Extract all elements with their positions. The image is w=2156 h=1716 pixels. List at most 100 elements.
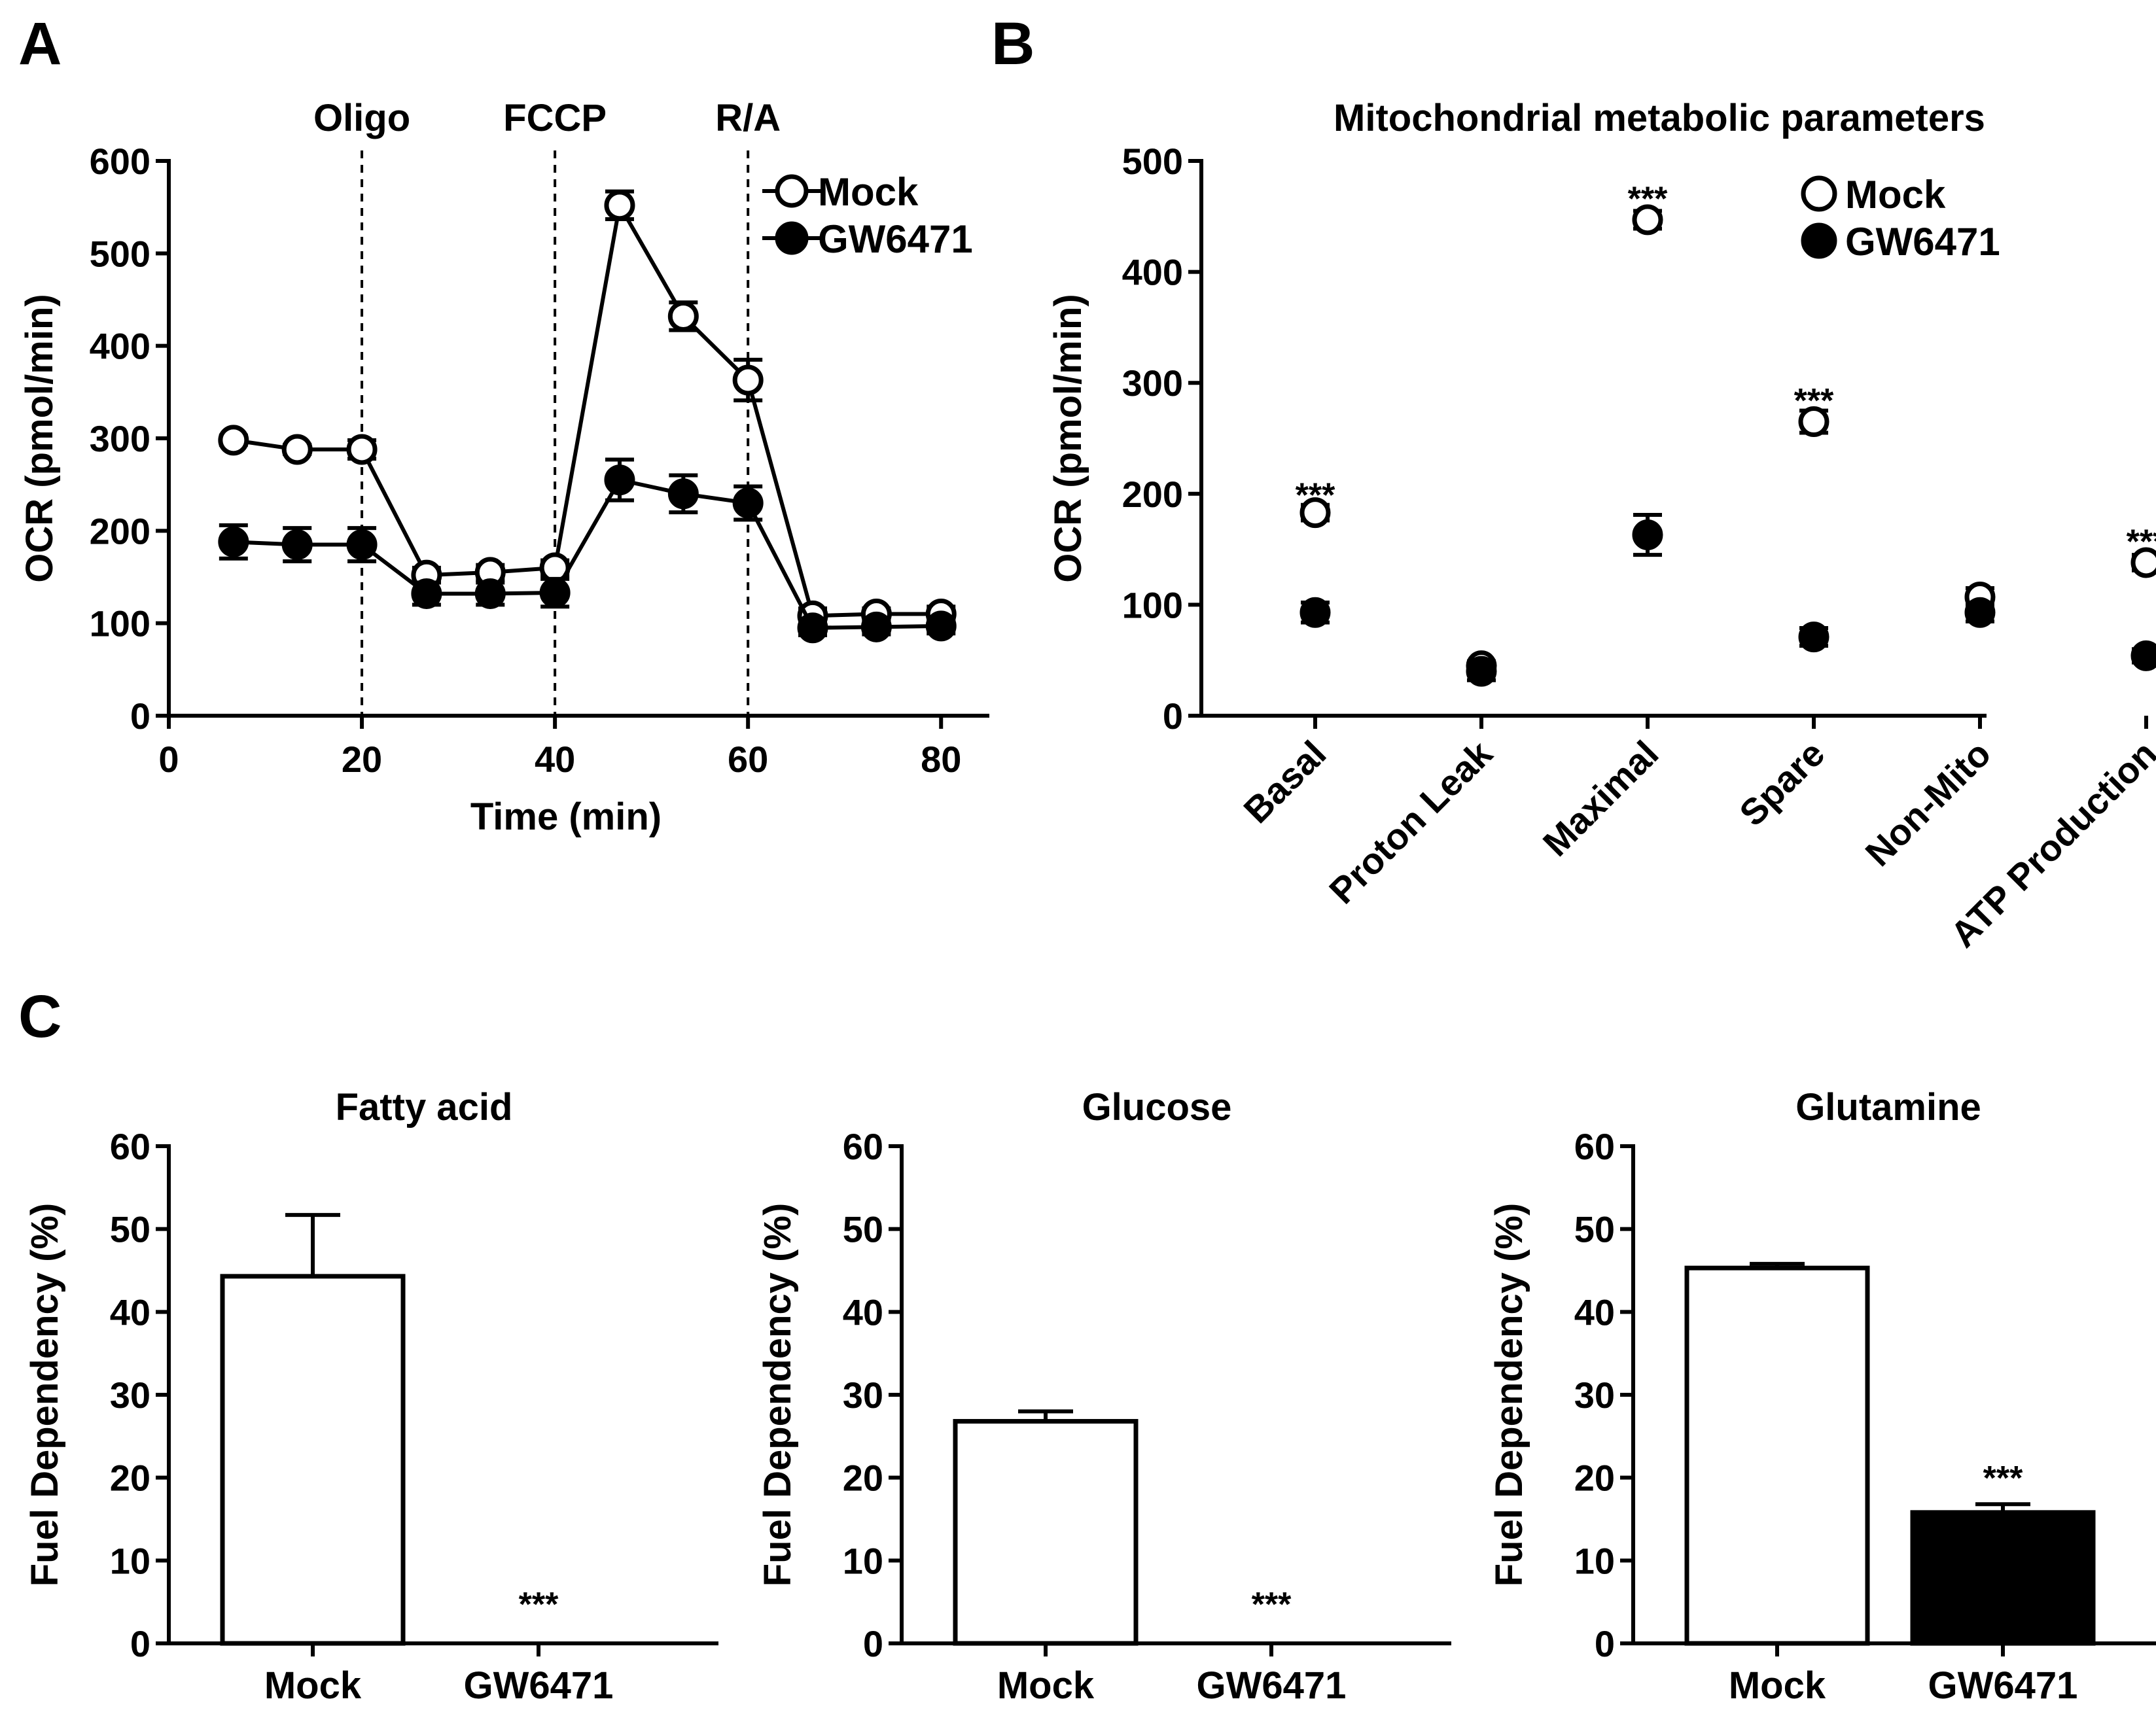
- panel-c-glutamine-title: Glutamine: [1795, 1086, 1981, 1129]
- panel-a-line-mock: [233, 200, 942, 618]
- panel-c-fatty-acid-category-label: Mock: [264, 1664, 362, 1707]
- panel-c-fatty-acid-y-tick-label: 60: [110, 1126, 150, 1167]
- panel-b-point-gw6471: [2130, 640, 2156, 671]
- panel-b-legend-label-mock: Mock: [1845, 173, 1946, 217]
- panel-c-glucose-category-label: Mock: [997, 1664, 1095, 1707]
- panel-b-y-label: OCR (pmol/min): [1047, 294, 1089, 582]
- panel-b-y-tick-label: 500: [1122, 141, 1183, 182]
- panel-c-fatty-acid-title: Fatty acid: [336, 1086, 513, 1129]
- panel-a-point-mock: [667, 300, 699, 332]
- panel-b-axes: [1188, 159, 2148, 729]
- panel-b-point-mock: [1798, 406, 1829, 438]
- panel-c-glutamine-y-tick-label: 60: [1574, 1126, 1615, 1167]
- panel-a-y-tick-label: 400: [90, 326, 150, 367]
- panel-c-glutamine: 0 10 20 30 40 50 60 Mock GW6471 Glutamine Fuel Dep…: [1488, 1086, 2156, 1707]
- panel-b-point-gw6471: [1299, 597, 1331, 628]
- panel-a-line-gw6471: [233, 478, 942, 630]
- panel-c-fatty-acid-bar-mock: [220, 1274, 406, 1646]
- panel-c-glutamine-y-tick-label: 10: [1574, 1540, 1615, 1581]
- panel-a-legend-label-gw6471: GW6471: [818, 217, 973, 261]
- panel-c-glutamine-category-label: Mock: [1729, 1664, 1826, 1707]
- panel-a-y-tick-label: 200: [90, 510, 150, 552]
- panel-c-glucose-y-label: Fuel Dependency (%): [756, 1203, 799, 1587]
- panel-a-axes: [156, 159, 989, 729]
- panel-c-glutamine-y-tick-label: 50: [1574, 1209, 1615, 1250]
- panel-a-point-gw6471: [604, 464, 635, 496]
- panel-b-legend-marker-mock: [1801, 175, 1837, 212]
- panel-c-glucose-category-label: GW6471: [1197, 1664, 1347, 1707]
- panel-c-glucose-y-tick-label: 60: [843, 1126, 883, 1167]
- panel-b-y-tick-label: 200: [1122, 474, 1183, 515]
- panel-c-fatty-acid-y-tick-label: 40: [110, 1291, 150, 1333]
- panel-c-fatty-acid-y-tick-label: 50: [110, 1209, 150, 1250]
- panel-b-legend-marker-gw6471: [1801, 222, 1837, 259]
- panel-a-x-label: Time (min): [470, 796, 662, 838]
- panel-a-point-gw6471: [797, 612, 828, 644]
- panel-b-legend-label-gw6471: GW6471: [1845, 220, 2000, 264]
- panel-c-fatty-acid-errorbar: [285, 1213, 340, 1276]
- panel-b-title: Mitochondrial metabolic parameters: [1334, 97, 1985, 139]
- panel-a-legend-marker-gw6471: [775, 221, 809, 255]
- panel-b-significance: ***: [2127, 523, 2156, 561]
- panel-a-point-gw6471: [474, 578, 506, 609]
- panel-a-point-mock: [604, 190, 635, 221]
- panel-c-glutamine-y-tick-label: 20: [1574, 1458, 1615, 1499]
- panel-a-y-label: OCR (pmol/min): [18, 294, 61, 582]
- panel-label-b: B: [991, 10, 1034, 77]
- panel-label-a: A: [18, 10, 62, 77]
- panel-a-point-gw6471: [925, 610, 957, 642]
- panel-b-category-label: Proton Leak: [1321, 732, 1500, 911]
- panel-a-point-mock: [346, 434, 378, 465]
- panel-c-glucose-y-tick-label: 10: [843, 1540, 883, 1581]
- panel-b-point-mock: [1299, 497, 1331, 529]
- panel-b-y-tick-label: 0: [1163, 695, 1183, 737]
- panel-b-point-gw6471: [1632, 519, 1663, 551]
- panel-c-fatty-acid-y-tick-label: 30: [110, 1375, 150, 1416]
- panel-a-point-gw6471: [732, 487, 764, 519]
- panel-b-y-tick-label: 300: [1122, 362, 1183, 404]
- panel-a-y-tick-label: 600: [90, 141, 150, 182]
- panel-c-fatty-acid-y-tick-label: 20: [110, 1458, 150, 1499]
- panel-c-fatty-acid-y-tick-label: 10: [110, 1540, 150, 1581]
- panel-b-category-label: Maximal: [1535, 733, 1667, 864]
- panel-a-point-mock: [218, 425, 249, 456]
- panel-a-point-gw6471: [539, 577, 571, 608]
- panel-a-y-tick-label: 300: [90, 418, 150, 459]
- panel-a-injection-label: Oligo: [313, 97, 410, 139]
- panel-b-y-tick-label: 100: [1122, 584, 1183, 625]
- panel-b-point-mock: [1632, 204, 1663, 236]
- panel-b-y-tick-label: 400: [1122, 252, 1183, 293]
- panel-c-glucose-bar-mock: [953, 1419, 1139, 1646]
- panel-a-point-mock: [732, 364, 764, 396]
- panel-a-x-tick-label: 40: [535, 739, 575, 780]
- panel-a-point-gw6471: [346, 529, 378, 561]
- panel-a-point-gw6471: [281, 529, 313, 561]
- panel-c-glucose-y-tick-label: 20: [843, 1458, 883, 1499]
- panel-c-glucose: 0 10 20 30 40 50 60 Mock GW6471 Glucose Fuel Depen…: [756, 1086, 1451, 1707]
- panel-c-glutamine-category-label: GW6471: [1928, 1664, 2078, 1707]
- panel-b-point-gw6471: [1798, 622, 1829, 653]
- panel-a-point-gw6471: [411, 578, 442, 609]
- panel-c-glucose-title: Glucose: [1082, 1086, 1232, 1129]
- panel-a-x-tick-label: 80: [921, 739, 961, 780]
- panel-c-fatty-acid-significance: ***: [519, 1586, 559, 1624]
- panel-a-ocr-timecourse: 0 100 200 300 400 500 600 0 20 40 60 80 Time (min) OC…: [18, 97, 989, 838]
- panel-a-point-mock: [281, 434, 313, 465]
- panel-c-fatty-acid-category-label: GW6471: [464, 1664, 614, 1707]
- panel-c-glucose-y-tick-label: 50: [843, 1209, 883, 1250]
- panel-label-c: C: [18, 983, 62, 1050]
- panel-c-glutamine-bar-gw6471: [1910, 1510, 2096, 1646]
- panel-b-category-label: Spare: [1731, 733, 1833, 834]
- panel-c-glutamine-y-tick-label: 0: [1595, 1623, 1615, 1664]
- panel-a-y-tick-label: 0: [130, 695, 150, 737]
- panel-b-significance: ***: [1628, 180, 1668, 218]
- panel-c-glutamine-y-tick-label: 30: [1574, 1375, 1615, 1416]
- panel-c-glucose-y-tick-label: 30: [843, 1375, 883, 1416]
- panel-c-fatty-acid: 0 10 20 30 40 50 60 Mock GW6471 Fatty acid Fuel De…: [24, 1086, 718, 1707]
- panel-a-x-tick-label: 60: [728, 739, 768, 780]
- panel-c-glutamine-bar-mock: [1684, 1265, 1870, 1646]
- panel-b-point-gw6471: [1964, 597, 1996, 628]
- panel-a-injection-label: R/A: [715, 97, 781, 139]
- panel-c-glutamine-y-tick-label: 40: [1574, 1291, 1615, 1333]
